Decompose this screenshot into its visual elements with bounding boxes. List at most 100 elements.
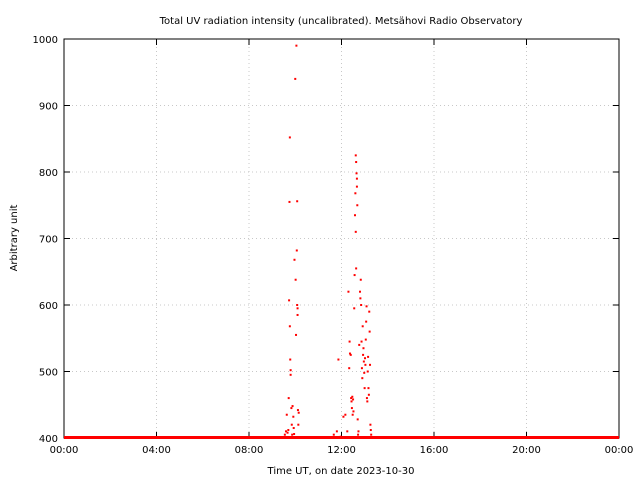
grid-lines xyxy=(64,39,619,438)
data-point xyxy=(339,435,342,438)
data-point xyxy=(295,333,298,336)
data-point xyxy=(294,77,297,80)
data-point xyxy=(351,395,354,398)
data-point xyxy=(359,278,362,281)
plot-frame xyxy=(63,38,620,439)
data-point xyxy=(288,299,291,302)
data-point xyxy=(289,373,292,376)
data-point xyxy=(354,154,357,157)
data-point xyxy=(364,357,367,360)
data-point xyxy=(365,320,368,323)
y-tick-label: 400 xyxy=(39,434,58,445)
data-point xyxy=(350,400,353,403)
data-point xyxy=(360,367,363,370)
data-point xyxy=(350,397,353,400)
data-point xyxy=(332,433,335,436)
data-point xyxy=(288,136,291,139)
data-point xyxy=(297,411,300,414)
x-tick-label: 12:00 xyxy=(327,445,356,456)
data-point xyxy=(348,352,351,355)
data-point xyxy=(353,274,356,277)
data-point xyxy=(352,398,355,401)
data-point xyxy=(355,161,358,164)
data-point xyxy=(354,192,357,195)
data-point xyxy=(348,367,351,370)
data-points xyxy=(64,44,619,439)
data-point xyxy=(335,430,338,433)
data-point xyxy=(370,433,373,436)
data-point xyxy=(364,363,367,366)
x-tick-label: 20:00 xyxy=(512,445,541,456)
data-point xyxy=(295,44,298,47)
x-tick-label: 00:00 xyxy=(605,445,634,456)
data-point xyxy=(288,325,291,328)
data-point xyxy=(358,343,361,346)
data-point xyxy=(359,297,362,300)
data-point xyxy=(293,258,296,261)
tick-labels: 00:00 04:00 08:00 12:00 16:00 20:00 00:0040050… xyxy=(33,35,634,456)
data-point xyxy=(342,415,345,418)
data-point xyxy=(349,353,352,356)
data-point xyxy=(287,429,290,432)
data-point xyxy=(367,355,370,358)
data-point xyxy=(290,423,293,426)
data-point xyxy=(362,347,365,350)
data-point xyxy=(356,204,359,207)
data-point xyxy=(361,325,364,328)
data-point xyxy=(355,267,358,270)
x-tick-label: 08:00 xyxy=(235,445,264,456)
data-point xyxy=(365,305,368,308)
data-point xyxy=(361,377,364,380)
data-point xyxy=(285,430,287,433)
y-tick-label: 800 xyxy=(39,168,58,179)
data-point xyxy=(359,290,361,293)
x-tick-label: 00:00 xyxy=(50,445,79,456)
data-point xyxy=(356,418,359,421)
data-point xyxy=(291,405,294,408)
data-point xyxy=(360,304,363,306)
x-tick-label: 16:00 xyxy=(420,445,449,456)
data-point xyxy=(368,310,371,313)
data-point xyxy=(346,430,349,433)
data-point xyxy=(297,423,300,426)
data-point xyxy=(296,313,299,316)
data-point xyxy=(357,433,360,436)
data-point xyxy=(344,413,347,416)
data-point xyxy=(355,177,358,180)
chart-title: Total UV radiation intensity (uncalibrat… xyxy=(159,16,523,27)
data-point xyxy=(296,200,299,203)
data-point xyxy=(363,387,366,390)
x-tick-label: 04:00 xyxy=(142,445,171,456)
data-point xyxy=(292,415,295,418)
data-point xyxy=(367,387,370,390)
data-point xyxy=(293,433,296,436)
y-tick-label: 500 xyxy=(39,368,58,379)
data-point xyxy=(347,290,350,293)
data-point xyxy=(296,409,299,412)
data-point xyxy=(364,338,367,341)
data-point xyxy=(362,360,365,363)
data-point xyxy=(352,410,355,413)
data-point xyxy=(355,185,358,188)
data-point xyxy=(286,431,289,434)
data-point xyxy=(291,433,294,436)
data-point xyxy=(360,340,363,343)
data-point xyxy=(283,433,286,436)
data-point xyxy=(353,214,356,217)
data-point xyxy=(367,393,370,396)
data-point xyxy=(295,249,298,252)
y-tick-label: 600 xyxy=(39,301,58,312)
data-point xyxy=(368,330,371,333)
data-point xyxy=(353,307,356,310)
x-axis-label: Time UT, on date 2023-10-30 xyxy=(267,466,415,477)
data-point xyxy=(369,423,372,426)
data-point xyxy=(292,427,295,430)
data-point xyxy=(351,413,354,416)
data-point xyxy=(294,278,297,281)
data-point xyxy=(365,397,368,400)
y-tick-label: 700 xyxy=(39,235,58,246)
data-point xyxy=(289,369,292,372)
data-point xyxy=(287,397,290,400)
data-point xyxy=(350,407,353,410)
